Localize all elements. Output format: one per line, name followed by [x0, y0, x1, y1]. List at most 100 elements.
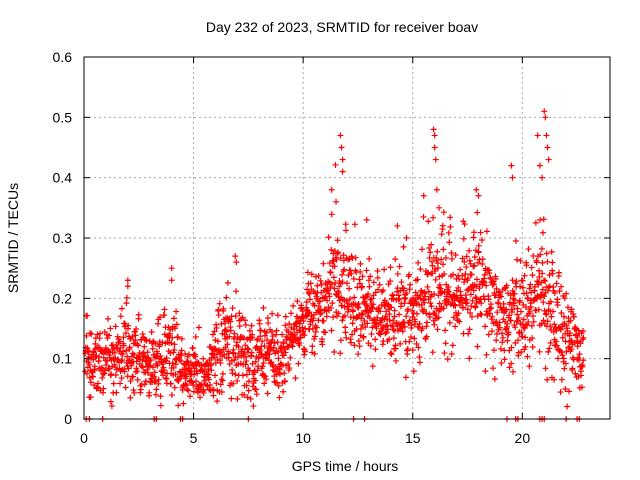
data-point	[410, 310, 417, 317]
data-point	[534, 132, 541, 139]
data-point	[319, 341, 326, 348]
data-point	[549, 308, 556, 315]
data-point	[151, 369, 158, 376]
data-point	[276, 394, 283, 401]
data-point	[487, 305, 494, 312]
data-point	[99, 374, 106, 381]
data-point	[444, 356, 451, 363]
data-point	[556, 288, 563, 295]
data-point	[388, 304, 395, 311]
data-point	[97, 330, 104, 337]
data-point	[242, 342, 249, 349]
data-point	[430, 214, 437, 221]
data-point	[146, 389, 153, 396]
data-point	[288, 310, 295, 317]
data-point	[254, 336, 261, 343]
data-point	[394, 222, 401, 229]
data-point	[271, 340, 278, 347]
data-point	[282, 322, 289, 329]
data-point	[438, 231, 445, 238]
data-point	[185, 387, 192, 394]
data-point	[412, 318, 419, 325]
data-point	[546, 271, 553, 278]
data-point	[488, 328, 495, 335]
data-point	[490, 365, 497, 372]
data-point	[388, 351, 395, 358]
data-point	[498, 360, 505, 367]
data-point	[396, 295, 403, 302]
data-point	[168, 392, 175, 399]
data-point	[185, 351, 192, 358]
data-point	[285, 361, 292, 368]
data-point	[517, 257, 524, 264]
data-point	[212, 337, 219, 344]
data-point	[416, 354, 423, 361]
data-point	[129, 333, 136, 340]
data-point	[381, 297, 388, 304]
data-point	[200, 389, 207, 396]
data-point	[365, 291, 372, 298]
data-point	[374, 314, 381, 321]
data-point	[485, 331, 492, 338]
data-point	[116, 365, 123, 372]
data-point	[460, 235, 467, 242]
data-point	[141, 343, 148, 350]
data-point	[100, 385, 107, 392]
data-point	[450, 271, 457, 278]
data-point	[222, 344, 229, 351]
data-point	[258, 350, 265, 357]
data-point	[323, 313, 330, 320]
data-point	[273, 327, 280, 334]
data-point	[391, 307, 398, 314]
data-point	[262, 373, 269, 380]
data-point	[260, 360, 267, 367]
data-point	[452, 251, 459, 258]
data-point	[567, 317, 574, 324]
data-point	[463, 253, 470, 260]
data-point	[553, 338, 560, 345]
data-point	[246, 327, 253, 334]
data-point	[396, 263, 403, 270]
data-point	[521, 346, 528, 353]
data-point	[101, 370, 108, 377]
data-point	[328, 304, 335, 311]
data-point	[563, 348, 570, 355]
data-point	[544, 287, 551, 294]
data-point	[296, 320, 303, 327]
data-point	[337, 337, 344, 344]
data-point	[149, 345, 156, 352]
data-point	[442, 340, 449, 347]
data-point	[232, 253, 239, 260]
data-point	[305, 310, 312, 317]
data-point	[428, 303, 435, 310]
data-point	[511, 290, 518, 297]
data-point	[529, 344, 536, 351]
data-point	[376, 281, 383, 288]
data-point	[281, 370, 288, 377]
data-point	[87, 394, 94, 401]
data-point	[351, 342, 358, 349]
data-point	[228, 395, 235, 402]
data-point	[509, 368, 516, 375]
data-point	[333, 198, 340, 205]
data-point	[453, 293, 460, 300]
data-point	[493, 330, 500, 337]
data-point	[331, 348, 338, 355]
data-point	[244, 394, 251, 401]
data-point	[542, 278, 549, 285]
data-point	[248, 322, 255, 329]
data-point	[339, 279, 346, 286]
data-point	[401, 323, 408, 330]
data-point	[217, 381, 224, 388]
data-point	[332, 279, 339, 286]
data-point	[497, 345, 504, 352]
data-point	[452, 302, 459, 309]
data-point	[290, 302, 297, 309]
data-point	[539, 286, 546, 293]
data-point	[503, 306, 510, 313]
data-point	[159, 339, 166, 346]
data-point	[182, 380, 189, 387]
data-point	[346, 285, 353, 292]
data-point	[401, 300, 408, 307]
data-point	[541, 277, 548, 284]
